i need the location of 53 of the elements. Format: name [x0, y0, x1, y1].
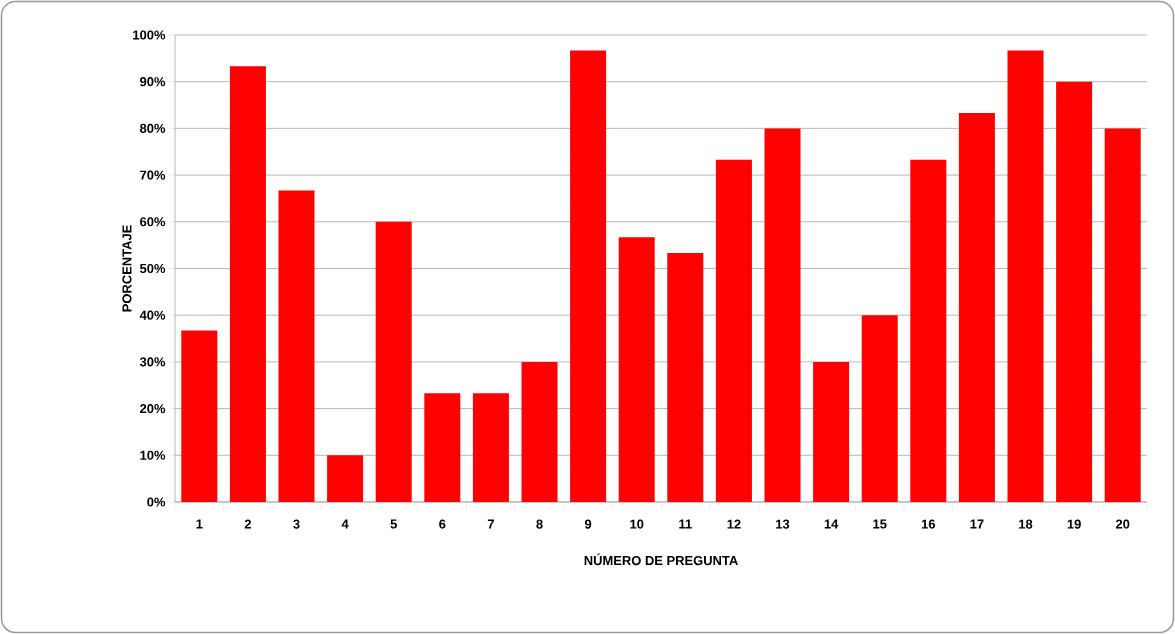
y-tick-label: 80% [139, 123, 166, 133]
x-tick-label: 13 [776, 519, 790, 529]
x-tick-label: 7 [487, 519, 494, 529]
bar [1104, 128, 1141, 502]
bar [861, 315, 898, 502]
y-tick-label: 100% [133, 30, 166, 40]
bar [715, 159, 752, 502]
x-tick-label: 5 [390, 519, 397, 529]
x-tick-label: 9 [584, 519, 592, 529]
bar [1056, 81, 1093, 502]
bar [472, 393, 509, 502]
y-tick-label: 50% [139, 263, 166, 274]
bar [813, 361, 850, 502]
bar [229, 66, 266, 502]
bar [521, 361, 558, 502]
bar [764, 128, 801, 502]
x-tick-label: 19 [1067, 519, 1081, 529]
x-tick-label: 4 [341, 519, 349, 529]
y-tick-label: 0% [147, 497, 166, 507]
bar [1007, 50, 1044, 502]
y-tick-label: 40% [139, 310, 166, 320]
x-tick-label: 12 [727, 519, 741, 529]
x-tick-label: 10 [630, 519, 644, 529]
y-tick-label: 70% [140, 170, 166, 180]
x-tick-label: 20 [1115, 519, 1130, 529]
y-tick-label: 30% [139, 357, 166, 367]
x-tick-label: 6 [439, 519, 446, 529]
bar [667, 253, 704, 502]
y-tick-label: 20% [140, 404, 166, 414]
x-tick-label: 17 [970, 519, 984, 529]
bar [570, 50, 607, 502]
x-tick-label: 11 [679, 519, 692, 529]
x-tick-label: 3 [293, 519, 300, 529]
bar [618, 237, 655, 502]
y-tick-label: 90% [140, 77, 166, 87]
bar [181, 330, 218, 502]
bar [958, 112, 995, 502]
x-tick-label: 2 [244, 519, 251, 529]
bar [910, 159, 947, 502]
x-tick-label: 1 [196, 519, 203, 529]
bar [424, 393, 461, 502]
x-tick-label: 8 [536, 519, 543, 529]
bar [327, 455, 364, 502]
x-tick-label: 15 [873, 519, 887, 529]
x-tick-label: 16 [921, 519, 936, 529]
bar [278, 190, 315, 502]
y-tick-label: 60% [140, 217, 166, 227]
x-tick-label: 18 [1019, 519, 1033, 529]
bar [375, 221, 412, 502]
y-axis-title: PORCENTAJE [122, 225, 132, 312]
x-axis-title: NÚMERO DE PREGUNTA [584, 553, 738, 566]
x-tick-label: 14 [824, 519, 839, 529]
y-tick-label: 10% [140, 450, 166, 460]
